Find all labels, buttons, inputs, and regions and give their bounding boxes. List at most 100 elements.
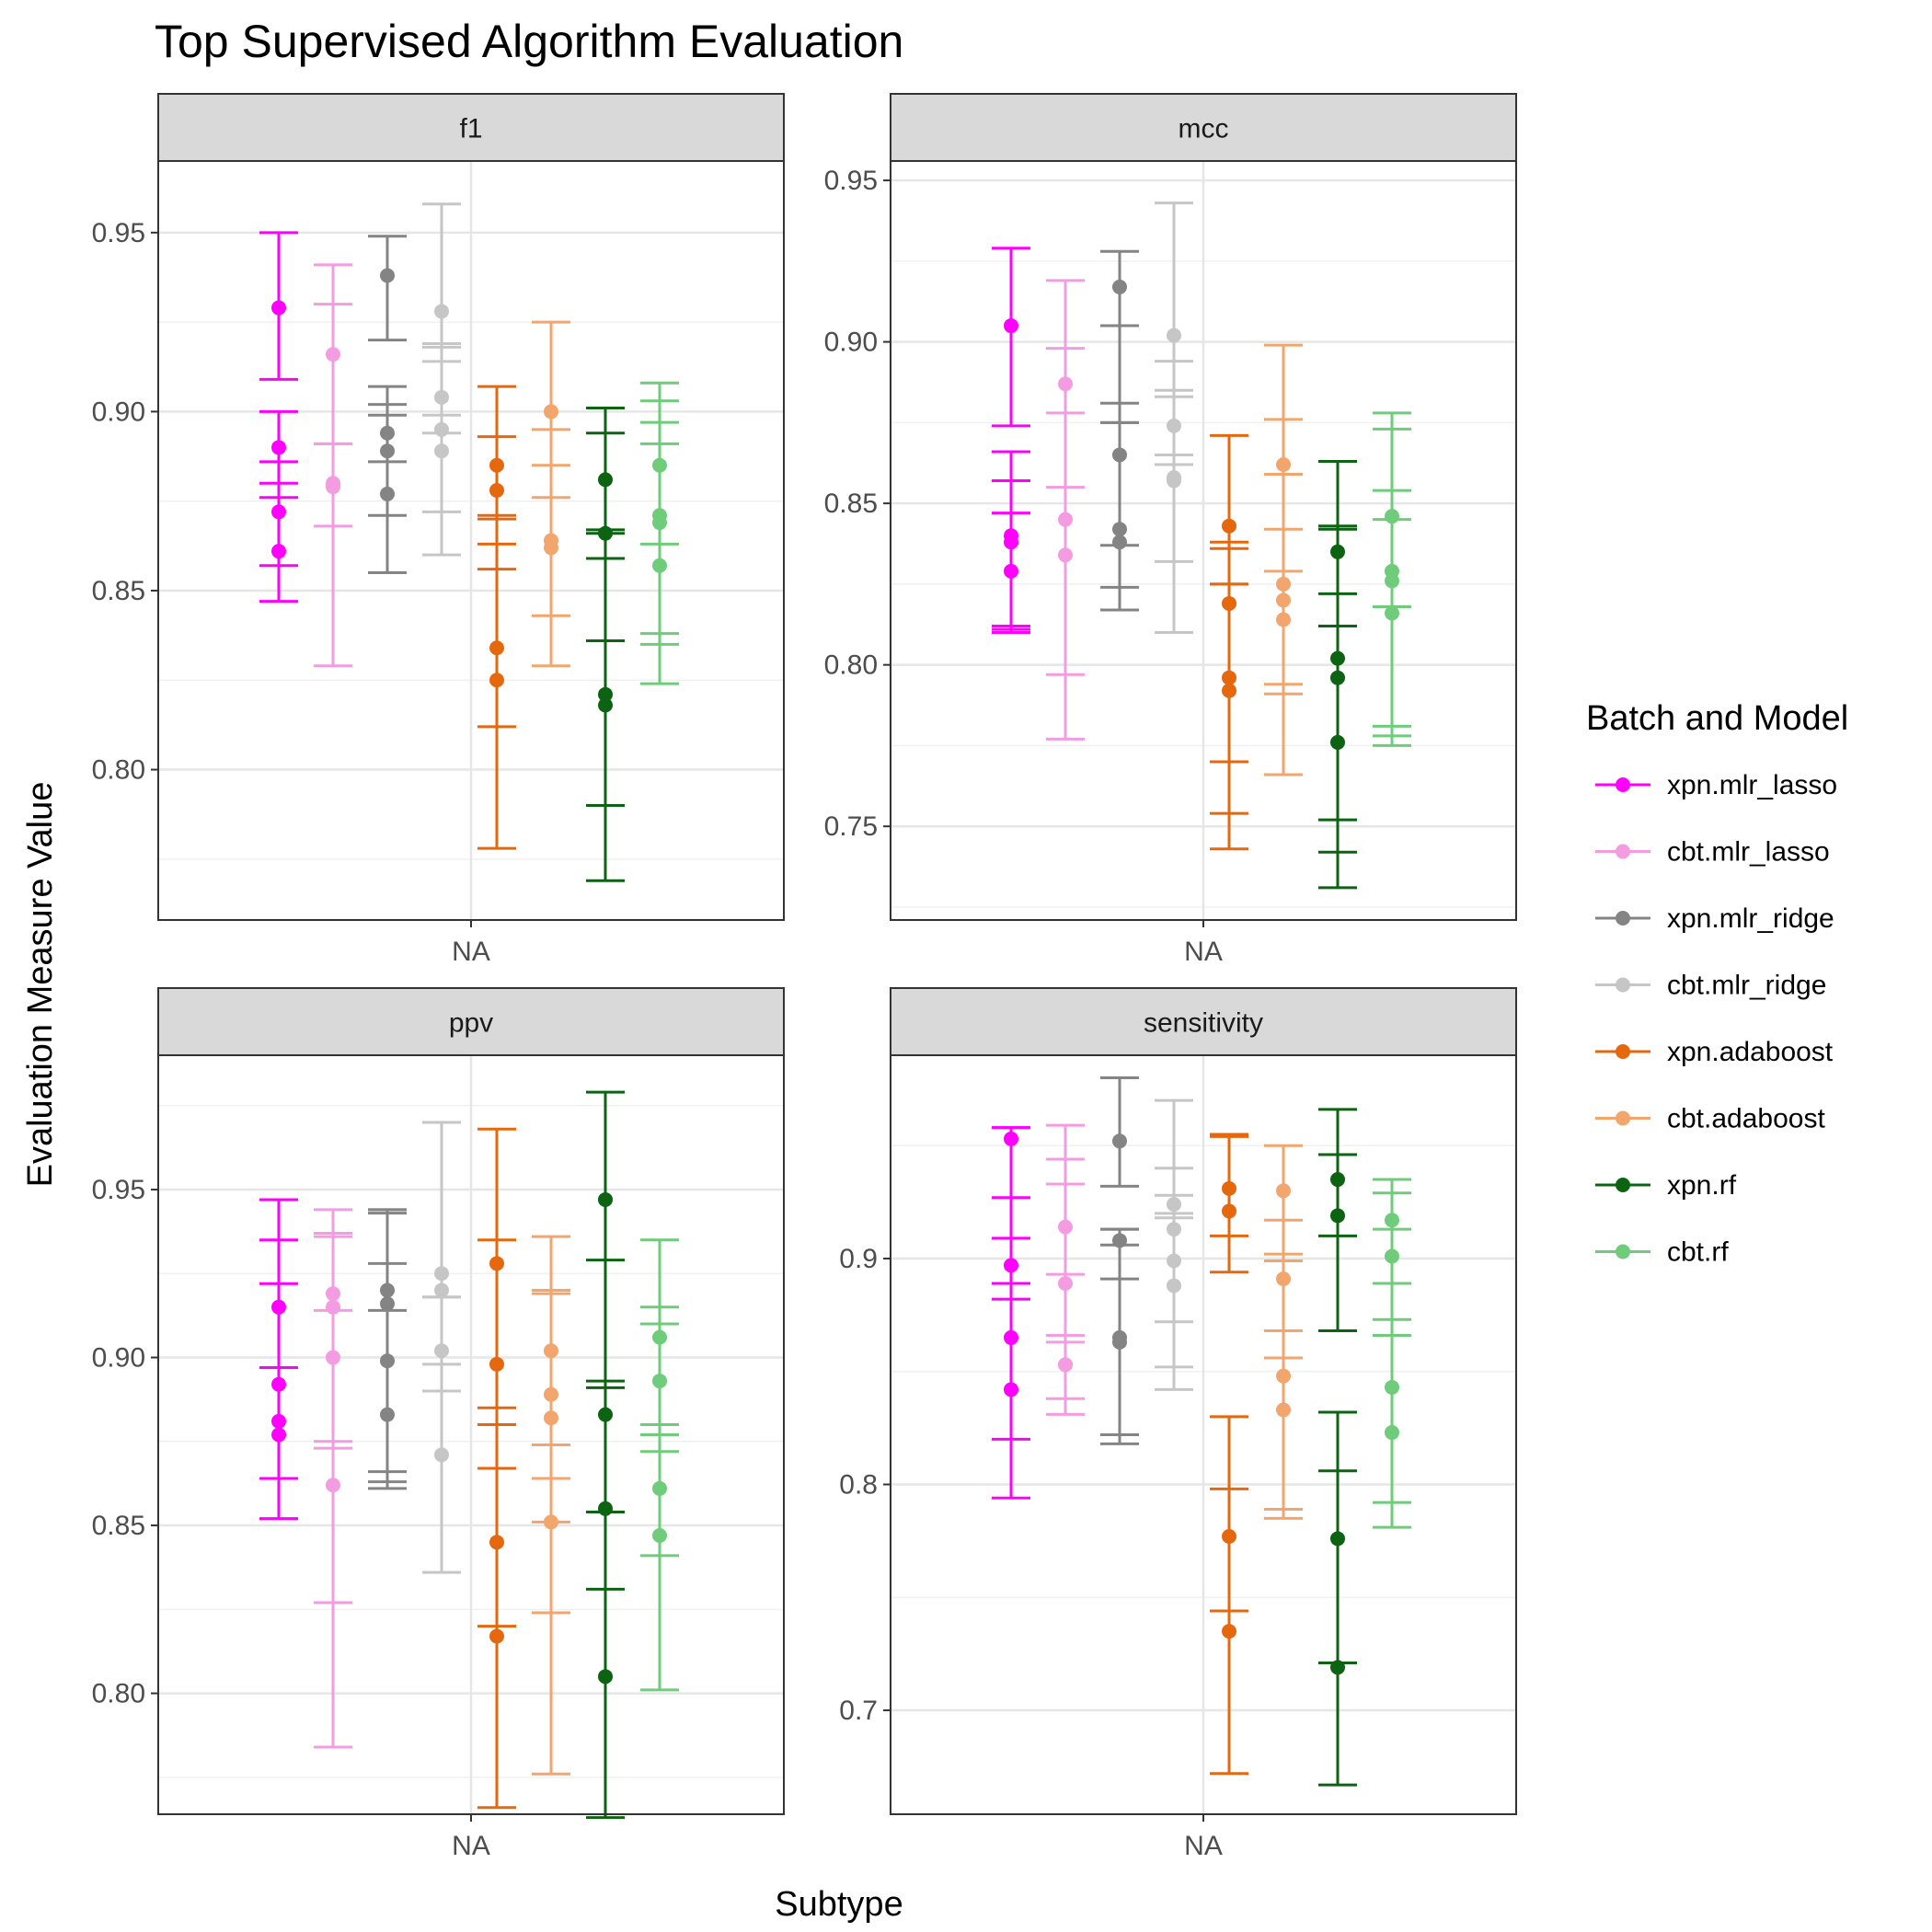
data-point bbox=[434, 1447, 449, 1463]
data-point bbox=[598, 697, 613, 713]
data-point bbox=[1112, 1334, 1127, 1350]
data-point bbox=[1167, 1278, 1181, 1294]
data-point bbox=[271, 300, 286, 316]
legend-item: cbt.rf bbox=[1595, 1237, 1729, 1268]
legend: Batch and Model xpn.mlr_lasso cbt.mlr_las… bbox=[1586, 699, 1848, 1268]
data-point bbox=[598, 1191, 613, 1207]
legend-item: xpn.mlr_lasso bbox=[1595, 770, 1837, 800]
legend-label: cbt.mlr_lasso bbox=[1667, 837, 1830, 868]
legend-key-point bbox=[1616, 777, 1630, 792]
legend-label: cbt.rf bbox=[1667, 1237, 1729, 1268]
y-tick-label: 0.95 bbox=[92, 218, 145, 248]
series-xpn.mlr_lasso bbox=[992, 247, 1030, 635]
legend-item: xpn.rf bbox=[1595, 1170, 1737, 1201]
data-point bbox=[489, 1628, 504, 1644]
legend-label: cbt.mlr_ridge bbox=[1667, 971, 1826, 1001]
y-tick-label: 0.80 bbox=[824, 650, 878, 681]
data-point bbox=[1004, 318, 1018, 334]
data-point bbox=[380, 486, 395, 501]
legend-item: cbt.mlr_lasso bbox=[1595, 837, 1830, 868]
data-point bbox=[326, 479, 340, 495]
data-point bbox=[1112, 535, 1127, 550]
data-point bbox=[1004, 1382, 1018, 1397]
data-point bbox=[1222, 1203, 1236, 1219]
y-tick-label: 0.95 bbox=[92, 1175, 145, 1205]
series-xpn.adaboost bbox=[477, 385, 516, 850]
legend-key-point bbox=[1616, 977, 1630, 993]
legend-label: xpn.rf bbox=[1667, 1170, 1737, 1201]
data-point bbox=[1167, 473, 1181, 489]
data-point bbox=[1385, 605, 1399, 621]
facet-strip bbox=[890, 987, 1517, 1056]
x-tick-label: NA bbox=[1184, 1831, 1223, 1861]
data-point bbox=[489, 1356, 504, 1372]
data-point bbox=[544, 540, 558, 556]
data-point bbox=[434, 304, 449, 319]
series-cbt.mlr_lasso bbox=[1046, 1123, 1085, 1416]
legend-label: xpn.adaboost bbox=[1667, 1037, 1834, 1067]
series-xpn.rf bbox=[1318, 1108, 1357, 1787]
legend-key-point bbox=[1616, 1178, 1630, 1192]
data-point bbox=[544, 1514, 558, 1530]
series-xpn.adaboost bbox=[1210, 433, 1248, 851]
legend-item: xpn.mlr_ridge bbox=[1595, 903, 1834, 934]
facet-strip-label: mcc bbox=[1179, 114, 1229, 144]
facet-strip bbox=[157, 93, 785, 162]
legend-item: cbt.adaboost bbox=[1595, 1104, 1825, 1134]
series-xpn.rf bbox=[586, 407, 625, 882]
data-point bbox=[434, 443, 449, 459]
series-cbt.mlr_lasso bbox=[314, 1208, 352, 1749]
series-xpn.rf bbox=[1318, 459, 1357, 890]
facet-panel-mcc: mcc 0.75 0.80 0.85 0.90 0.95 NA bbox=[824, 93, 1517, 967]
data-point bbox=[1222, 683, 1236, 698]
legend-key-point bbox=[1616, 1244, 1630, 1259]
data-point bbox=[544, 404, 558, 420]
series-cbt.mlr_lasso bbox=[314, 263, 352, 668]
series-cbt.rf bbox=[1373, 1178, 1411, 1529]
legend-title: Batch and Model bbox=[1586, 699, 1848, 738]
legend-key-point bbox=[1616, 911, 1630, 926]
facet-panel-f1: f1 0.80 0.85 0.90 0.95 NA bbox=[92, 93, 785, 967]
series-cbt.adaboost bbox=[1264, 343, 1303, 776]
data-point bbox=[544, 1410, 558, 1426]
facet-strip-label: ppv bbox=[449, 1008, 493, 1039]
series-xpn.mlr_ridge bbox=[1100, 249, 1139, 612]
data-point bbox=[1167, 328, 1181, 343]
y-tick-label: 0.9 bbox=[839, 1244, 878, 1274]
series-cbt.adaboost bbox=[532, 1235, 570, 1776]
data-point bbox=[271, 440, 286, 455]
y-tick-label: 0.95 bbox=[824, 166, 878, 196]
data-point bbox=[1112, 1133, 1127, 1149]
data-point bbox=[598, 1669, 613, 1685]
series-xpn.mlr_ridge bbox=[368, 1208, 407, 1490]
series-cbt.rf bbox=[640, 381, 679, 685]
data-point bbox=[380, 1407, 395, 1422]
legend-label: cbt.adaboost bbox=[1667, 1104, 1825, 1134]
y-tick-label: 0.85 bbox=[824, 489, 878, 519]
legend-item: cbt.mlr_ridge bbox=[1595, 971, 1826, 1001]
facet-strip-label: sensitivity bbox=[1144, 1008, 1263, 1039]
data-point bbox=[489, 483, 504, 499]
legend-item: xpn.adaboost bbox=[1595, 1037, 1834, 1067]
y-tick-label: 0.75 bbox=[824, 811, 878, 842]
data-point bbox=[380, 268, 395, 283]
series-cbt.mlr_ridge bbox=[422, 1121, 461, 1574]
data-point bbox=[1330, 1660, 1345, 1675]
data-point bbox=[326, 1478, 340, 1493]
facet-panel-ppv: ppv 0.80 0.85 0.90 0.95 NA bbox=[92, 987, 785, 1861]
x-tick-label: NA bbox=[452, 1831, 490, 1861]
legend-key-point bbox=[1616, 844, 1630, 859]
series-xpn.adaboost bbox=[477, 1127, 516, 1810]
data-point bbox=[652, 558, 667, 573]
data-point bbox=[434, 1282, 449, 1298]
y-tick-label: 0.85 bbox=[92, 1511, 145, 1541]
x-axis-title: Subtype bbox=[775, 1885, 903, 1924]
series-cbt.adaboost bbox=[532, 320, 570, 668]
series-cbt.mlr_lasso bbox=[1046, 279, 1085, 741]
series-cbt.adaboost bbox=[1264, 1144, 1303, 1520]
data-point bbox=[1004, 563, 1018, 579]
facet-strip bbox=[890, 93, 1517, 162]
facet-strip bbox=[157, 987, 785, 1056]
series-xpn.mlr_ridge bbox=[1100, 1076, 1139, 1445]
y-tick-label: 0.80 bbox=[92, 755, 145, 786]
